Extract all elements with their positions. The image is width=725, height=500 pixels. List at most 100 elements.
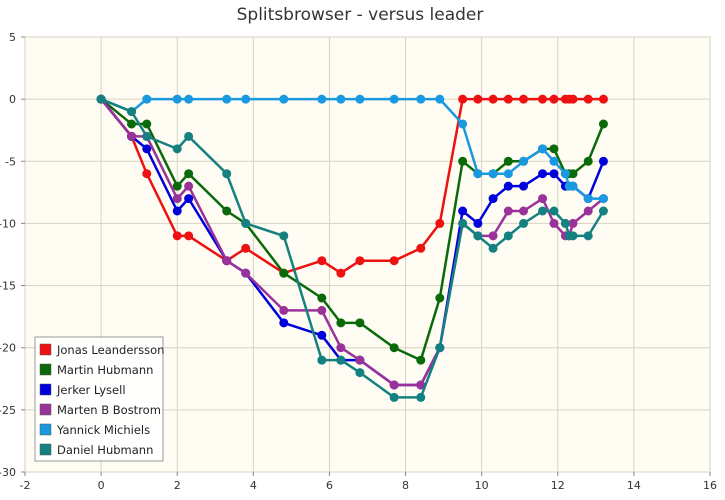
data-point[interactable] xyxy=(503,181,513,191)
data-point[interactable] xyxy=(598,206,608,216)
data-point[interactable] xyxy=(560,169,570,179)
data-point[interactable] xyxy=(503,231,513,241)
data-point[interactable] xyxy=(355,368,365,378)
legend-item[interactable]: Martin Hubmann xyxy=(39,363,153,377)
data-point[interactable] xyxy=(336,343,346,353)
data-point[interactable] xyxy=(172,206,182,216)
data-point[interactable] xyxy=(127,119,137,129)
data-point[interactable] xyxy=(458,206,468,216)
data-point[interactable] xyxy=(488,169,498,179)
data-point[interactable] xyxy=(519,94,529,104)
data-point[interactable] xyxy=(184,169,194,179)
data-point[interactable] xyxy=(435,94,445,104)
data-point[interactable] xyxy=(336,268,346,278)
data-point[interactable] xyxy=(473,231,483,241)
data-point[interactable] xyxy=(241,218,251,228)
data-point[interactable] xyxy=(279,318,289,328)
data-point[interactable] xyxy=(568,94,578,104)
data-point[interactable] xyxy=(336,318,346,328)
data-point[interactable] xyxy=(458,218,468,228)
legend-item[interactable]: Daniel Hubmann xyxy=(39,443,153,457)
data-point[interactable] xyxy=(416,243,426,253)
data-point[interactable] xyxy=(142,119,152,129)
data-point[interactable] xyxy=(279,231,289,241)
data-point[interactable] xyxy=(473,169,483,179)
data-point[interactable] xyxy=(568,218,578,228)
data-point[interactable] xyxy=(538,169,548,179)
data-point[interactable] xyxy=(538,194,548,204)
data-point[interactable] xyxy=(389,380,399,390)
data-point[interactable] xyxy=(549,94,559,104)
data-point[interactable] xyxy=(142,94,152,104)
data-point[interactable] xyxy=(389,343,399,353)
data-point[interactable] xyxy=(488,94,498,104)
data-point[interactable] xyxy=(519,206,529,216)
data-point[interactable] xyxy=(519,181,529,191)
data-point[interactable] xyxy=(172,181,182,191)
data-point[interactable] xyxy=(317,355,327,365)
data-point[interactable] xyxy=(458,119,468,129)
data-point[interactable] xyxy=(317,94,327,104)
data-point[interactable] xyxy=(503,206,513,216)
data-point[interactable] xyxy=(416,392,426,402)
data-point[interactable] xyxy=(172,231,182,241)
data-point[interactable] xyxy=(142,144,152,154)
data-point[interactable] xyxy=(172,144,182,154)
data-point[interactable] xyxy=(279,268,289,278)
data-point[interactable] xyxy=(598,119,608,129)
data-point[interactable] xyxy=(583,156,593,166)
legend-item[interactable]: Jerker Lysell xyxy=(39,383,126,397)
data-point[interactable] xyxy=(127,131,137,141)
data-point[interactable] xyxy=(172,94,182,104)
data-point[interactable] xyxy=(568,231,578,241)
data-point[interactable] xyxy=(142,169,152,179)
data-point[interactable] xyxy=(355,94,365,104)
data-point[interactable] xyxy=(389,392,399,402)
data-point[interactable] xyxy=(473,94,483,104)
data-point[interactable] xyxy=(583,206,593,216)
data-point[interactable] xyxy=(435,293,445,303)
legend-item[interactable]: Jonas Leandersson xyxy=(39,343,164,357)
data-point[interactable] xyxy=(241,243,251,253)
data-point[interactable] xyxy=(568,181,578,191)
data-point[interactable] xyxy=(519,156,529,166)
data-point[interactable] xyxy=(184,231,194,241)
data-point[interactable] xyxy=(222,94,232,104)
data-point[interactable] xyxy=(317,293,327,303)
data-point[interactable] xyxy=(488,243,498,253)
data-point[interactable] xyxy=(355,256,365,266)
data-point[interactable] xyxy=(241,268,251,278)
data-point[interactable] xyxy=(435,343,445,353)
data-point[interactable] xyxy=(184,131,194,141)
data-point[interactable] xyxy=(538,206,548,216)
data-point[interactable] xyxy=(549,206,559,216)
data-point[interactable] xyxy=(317,256,327,266)
data-point[interactable] xyxy=(583,194,593,204)
data-point[interactable] xyxy=(241,94,251,104)
data-point[interactable] xyxy=(184,181,194,191)
data-point[interactable] xyxy=(538,94,548,104)
data-point[interactable] xyxy=(317,305,327,315)
legend[interactable]: Jonas Leandersson Martin Hubmann Jerker Ly… xyxy=(34,336,164,462)
data-point[interactable] xyxy=(317,330,327,340)
data-point[interactable] xyxy=(127,107,137,117)
data-point[interactable] xyxy=(458,94,468,104)
data-point[interactable] xyxy=(549,156,559,166)
legend-item[interactable]: Yannick Michiels xyxy=(39,423,150,437)
data-point[interactable] xyxy=(172,194,182,204)
data-point[interactable] xyxy=(549,218,559,228)
data-point[interactable] xyxy=(336,355,346,365)
data-point[interactable] xyxy=(583,94,593,104)
legend-item[interactable]: Marten B Bostrom xyxy=(39,403,161,417)
data-point[interactable] xyxy=(473,218,483,228)
data-point[interactable] xyxy=(416,94,426,104)
data-point[interactable] xyxy=(568,169,578,179)
data-point[interactable] xyxy=(598,194,608,204)
data-point[interactable] xyxy=(560,218,570,228)
data-point[interactable] xyxy=(222,206,232,216)
data-point[interactable] xyxy=(389,256,399,266)
data-point[interactable] xyxy=(503,169,513,179)
data-point[interactable] xyxy=(488,231,498,241)
data-point[interactable] xyxy=(598,94,608,104)
data-point[interactable] xyxy=(416,355,426,365)
